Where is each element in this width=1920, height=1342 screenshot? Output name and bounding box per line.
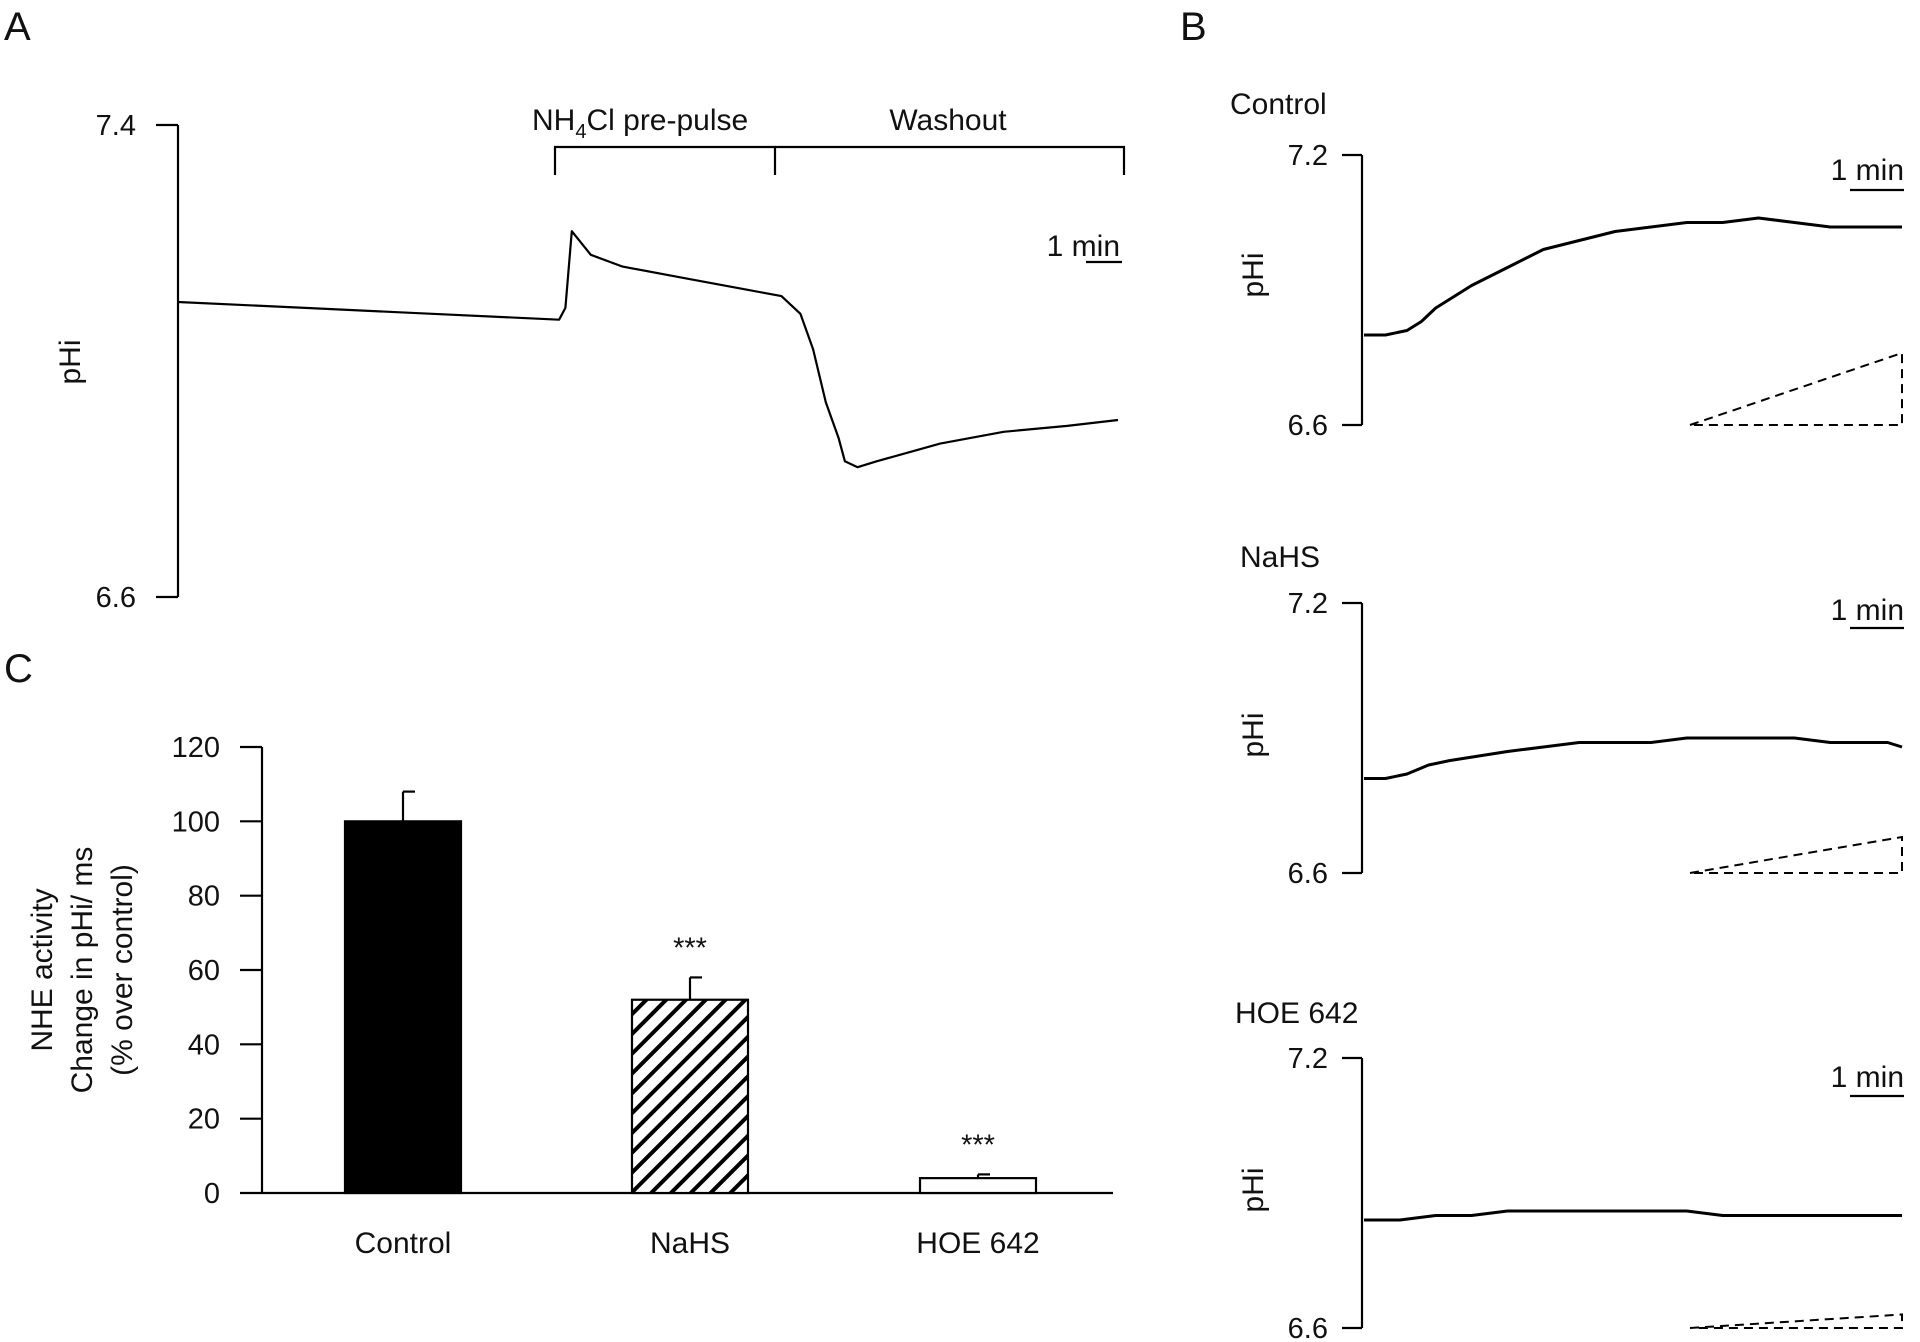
panel-b-control-ytick-bottom: 6.6 [1288, 410, 1328, 442]
panel-a-ytick-label-top: 7.4 [96, 110, 136, 142]
prepulse-label-sub: 4 [575, 121, 586, 143]
prepulse-label-post: Cl pre-pulse [586, 104, 748, 137]
panel-a-y-axis-label: pHi [54, 339, 87, 384]
panel-b-hoe-title: HOE 642 [1235, 997, 1358, 1030]
panel-b-hoe-ytick-top: 7.2 [1288, 1043, 1328, 1075]
panel-c-bar-chart: 0 20 40 60 80 100 120 Control *** NaHS *** HOE 642… [26, 732, 1113, 1260]
panel-c-ylabel-line1: NHE activity [26, 888, 59, 1051]
washout-label: Washout [889, 104, 1007, 137]
panel-b-control-scale-label: 1 min [1831, 154, 1904, 187]
panel-c-ytick-label: 100 [172, 806, 220, 838]
panel-label-b: B [1180, 5, 1207, 49]
panel-c-ylabel-line3: (% over control) [106, 864, 139, 1076]
panel-b-control-chart: Control 7.2 6.6 pHi 1 min [1230, 88, 1904, 442]
panel-c-ytick-label: 40 [188, 1029, 220, 1061]
panel-b-nahs-y-label: pHi [1237, 712, 1270, 757]
panel-c-ylabel-line2: Change in pHi/ ms [66, 847, 99, 1094]
significance-label: *** [961, 1129, 995, 1161]
panel-label-a: A [4, 5, 31, 49]
panel-b-nahs-chart: NaHS 7.2 6.6 pHi 1 min [1237, 541, 1904, 890]
panel-b-hoe-chart: HOE 642 7.2 6.6 pHi 1 min [1235, 997, 1904, 1342]
prepulse-label-pre: NH [532, 104, 575, 137]
panel-c-ytick-label: 20 [188, 1104, 220, 1136]
panel-a-scale-bar-label: 1 min [1047, 230, 1120, 263]
x-category-label: Control [355, 1227, 452, 1260]
panel-c-y-ticks: 0 20 40 60 80 100 120 [172, 732, 262, 1210]
panel-b-hoe-ph-trace [1364, 1209, 1902, 1222]
panel-label-c: C [4, 647, 33, 691]
significance-label: *** [673, 932, 707, 964]
panel-b-hoe-ytick-bottom: 6.6 [1288, 1313, 1328, 1342]
panel-c-bars: Control *** NaHS *** HOE 642 [343, 790, 1040, 1260]
panel-b-hoe-y-label: pHi [1237, 1167, 1270, 1212]
panel-a-ph-trace [177, 230, 1119, 469]
panel-b-control-ph-trace [1364, 216, 1902, 337]
panel-b-nahs-scale-label: 1 min [1831, 594, 1904, 627]
x-category-label: HOE 642 [916, 1227, 1039, 1260]
panel-c-ytick-label: 120 [172, 732, 220, 764]
panel-b-nahs-slope-triangle [1689, 835, 1903, 874]
panel-a-trace-chart: 7.4 6.6 pHi NH4Cl pre-pulse Washout 1 mi… [54, 104, 1126, 614]
panel-b-hoe-scale-label: 1 min [1831, 1061, 1904, 1094]
panel-c-ytick-label: 60 [188, 955, 220, 987]
panel-a-ytick-label-bottom: 6.6 [96, 582, 136, 614]
panel-c-ytick-label: 80 [188, 881, 220, 913]
washout-bracket [775, 145, 1126, 175]
panel-b-hoe-slope-triangle [1689, 1313, 1903, 1329]
bar [343, 820, 463, 1195]
panel-c-ytick-label: 0 [204, 1178, 220, 1210]
panel-b-control-y-label: pHi [1237, 252, 1270, 297]
x-category-label: NaHS [650, 1227, 730, 1260]
panel-b-nahs-ph-trace [1364, 736, 1903, 780]
panel-b-control-title: Control [1230, 88, 1327, 121]
prepulse-label: NH4Cl pre-pulse [532, 104, 748, 143]
panel-b-control-ytick-top: 7.2 [1288, 140, 1328, 172]
panel-b-nahs-ytick-top: 7.2 [1288, 588, 1328, 620]
bar [918, 1177, 1038, 1195]
bar [630, 998, 750, 1195]
panel-b-nahs-ytick-bottom: 6.6 [1288, 858, 1328, 890]
panel-b-control-slope-triangle [1689, 351, 1903, 426]
panel-b-nahs-title: NaHS [1240, 541, 1320, 574]
prepulse-bracket [553, 145, 777, 175]
